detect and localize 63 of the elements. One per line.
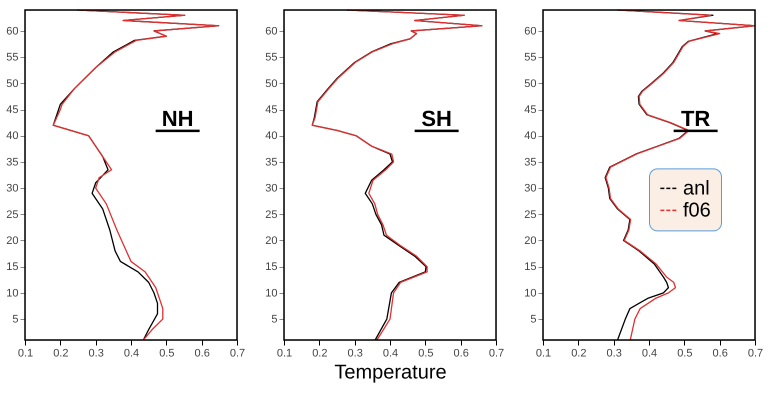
y-tick-label: 5 xyxy=(12,314,18,326)
x-tick-label: 0.5 xyxy=(418,348,434,360)
y-tick-label: 5 xyxy=(271,314,278,326)
y-tick-label: 45 xyxy=(265,104,278,116)
x-tick-label: 0.5 xyxy=(677,348,692,360)
y-tick-label: 25 xyxy=(265,208,278,221)
x-tick-label: 0.7 xyxy=(748,348,764,360)
y-tick-label: 30 xyxy=(265,182,278,195)
y-tick-label: 35 xyxy=(265,156,278,168)
x-tick-label: 0.7 xyxy=(488,348,504,360)
x-tick-label: 0.4 xyxy=(382,348,398,360)
x-tick-label: 0.7 xyxy=(230,348,246,360)
x-tick-label: 0.3 xyxy=(88,348,104,360)
y-tick-label: 45 xyxy=(6,104,18,116)
y-tick-label: 20 xyxy=(265,234,278,247)
x-axis-title: Temperature xyxy=(334,362,447,384)
y-tick-label: 55 xyxy=(265,52,278,64)
x-tick-label: 0.1 xyxy=(276,348,292,360)
x-tick-label: 0.6 xyxy=(712,348,728,360)
x-tick-label: 0.6 xyxy=(454,348,469,360)
y-tick-label: 45 xyxy=(524,104,536,116)
y-tick-label: 60 xyxy=(6,25,18,38)
legend-label: anl xyxy=(683,177,710,200)
y-tick-label: 40 xyxy=(265,130,278,142)
y-tick-label: 15 xyxy=(524,261,536,274)
y-tick-label: 5 xyxy=(530,314,536,326)
y-tick-label: 30 xyxy=(524,182,536,195)
y-tick-label: 50 xyxy=(6,78,18,90)
x-tick-label: 0.4 xyxy=(642,348,658,360)
y-tick-label: 40 xyxy=(524,130,536,142)
y-tick-label: 10 xyxy=(524,287,536,300)
y-tick-label: 15 xyxy=(265,261,278,274)
x-tick-label: 0.6 xyxy=(194,348,210,360)
x-tick-label: 0.5 xyxy=(159,348,174,360)
x-tick-label: 0.2 xyxy=(571,348,586,360)
y-tick-label: 25 xyxy=(6,208,18,221)
y-tick-label: 60 xyxy=(524,25,536,38)
y-tick-label: 15 xyxy=(6,261,18,274)
y-tick-label: 40 xyxy=(6,130,18,142)
x-tick-label: 0.3 xyxy=(348,348,363,360)
y-tick-label: 25 xyxy=(524,208,536,221)
y-tick-label: 55 xyxy=(524,52,536,64)
x-tick-label: 0.2 xyxy=(312,348,328,360)
x-tick-label: 0.1 xyxy=(536,348,552,360)
x-tick-label: 0.1 xyxy=(18,348,34,360)
annotation: TR xyxy=(680,106,710,131)
y-tick-label: 60 xyxy=(265,25,278,38)
legend-label: f06 xyxy=(683,199,711,222)
y-tick-label: 55 xyxy=(6,52,18,64)
y-tick-label: 20 xyxy=(6,234,18,247)
annotation: SH xyxy=(421,106,452,131)
x-tick-label: 0.2 xyxy=(53,348,68,360)
y-tick-label: 20 xyxy=(524,234,536,247)
x-tick-label: 0.3 xyxy=(606,348,622,360)
y-tick-label: 50 xyxy=(524,78,536,90)
y-tick-label: 10 xyxy=(6,287,18,300)
x-tick-label: 0.4 xyxy=(124,348,140,360)
y-tick-label: 10 xyxy=(265,287,278,300)
y-tick-label: 50 xyxy=(265,78,278,90)
y-tick-label: 35 xyxy=(6,156,18,168)
y-tick-label: 30 xyxy=(6,182,18,195)
y-tick-label: 35 xyxy=(524,156,536,168)
annotation: NH xyxy=(162,106,194,131)
